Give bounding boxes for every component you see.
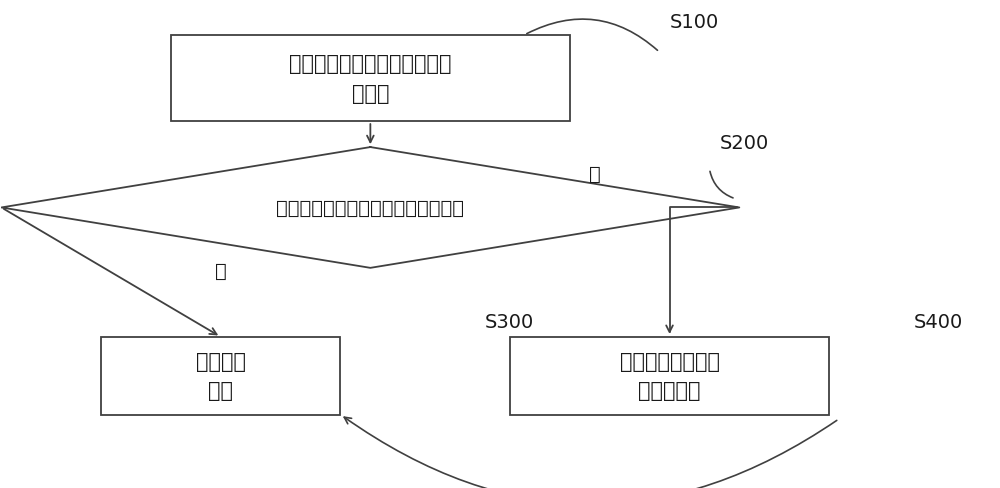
Text: 控制空调继续以凉
感模式运行: 控制空调继续以凉 感模式运行: [620, 351, 720, 401]
Text: 退出凉感
模式: 退出凉感 模式: [196, 351, 246, 401]
Text: 是否满足退出凉感模式的退出条件？: 是否满足退出凉感模式的退出条件？: [276, 199, 464, 218]
Polygon shape: [1, 148, 739, 268]
Text: S300: S300: [485, 313, 534, 331]
FancyBboxPatch shape: [101, 337, 340, 415]
FancyBboxPatch shape: [510, 337, 829, 415]
Text: S100: S100: [670, 14, 719, 32]
FancyBboxPatch shape: [171, 36, 570, 122]
Text: S400: S400: [914, 313, 963, 331]
Text: 是: 是: [215, 261, 227, 280]
Text: 根据预设条件控制空调进入凉
感模式: 根据预设条件控制空调进入凉 感模式: [289, 54, 452, 103]
Text: S200: S200: [719, 134, 769, 153]
Text: 否: 否: [589, 164, 601, 183]
